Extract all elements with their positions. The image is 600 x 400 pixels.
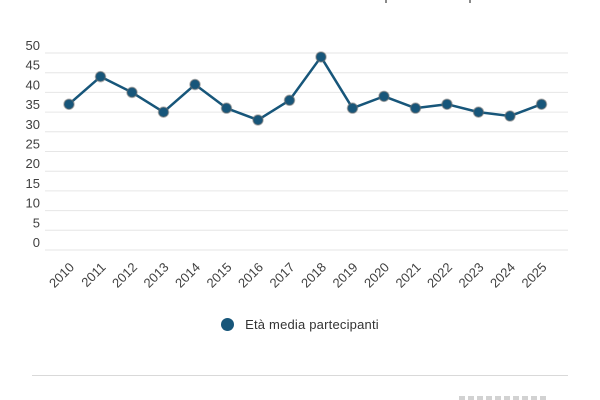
cropped-title-paren-left: [385, 0, 387, 3]
y-axis-label: 10: [26, 196, 40, 211]
x-axis-label: 2016: [235, 260, 266, 291]
y-axis-label: 50: [26, 38, 40, 53]
x-axis-label: 2011: [78, 260, 108, 290]
cropped-title-paren-right: [469, 0, 471, 3]
x-axis-label: 2019: [330, 260, 361, 291]
y-axis-label: 35: [26, 97, 40, 112]
x-axis-label: 2017: [267, 260, 298, 291]
x-axis-label: 2024: [487, 260, 518, 291]
data-point-2021[interactable]: [409, 102, 422, 114]
data-point-2012[interactable]: [126, 86, 138, 99]
data-point-2018[interactable]: [315, 51, 327, 63]
data-point-2023[interactable]: [472, 106, 485, 118]
y-axis-label: 0: [33, 235, 40, 250]
data-point-2014[interactable]: [189, 78, 201, 91]
data-point-2025[interactable]: [535, 98, 548, 110]
x-axis-label: 2020: [361, 260, 392, 291]
data-point-2010[interactable]: [63, 98, 75, 110]
y-axis-label: 20: [26, 156, 40, 171]
data-point-2020[interactable]: [378, 90, 390, 103]
chart-legend: Età media partecipanti: [0, 310, 600, 338]
data-point-2017[interactable]: [283, 94, 296, 107]
y-axis-label: 15: [26, 176, 40, 191]
data-point-2013[interactable]: [157, 106, 170, 118]
x-axis-label: 2023: [456, 260, 487, 291]
data-point-2022[interactable]: [441, 98, 453, 110]
x-axis-label: 2013: [141, 260, 172, 291]
x-axis-label: 2015: [204, 260, 235, 291]
x-axis-label: 2018: [298, 260, 329, 291]
x-axis-label: 2014: [172, 260, 203, 291]
x-axis-label: 2025: [519, 260, 550, 291]
legend-label: Età media partecipanti: [245, 316, 379, 332]
y-axis-label: 30: [26, 117, 40, 132]
y-axis-label: 45: [26, 58, 40, 73]
data-point-2016[interactable]: [252, 114, 264, 126]
x-axis-label: 2012: [109, 260, 140, 291]
x-axis-label: 2022: [424, 260, 455, 291]
x-axis-label: 2021: [393, 260, 424, 291]
data-point-2019[interactable]: [346, 102, 359, 114]
data-point-2024[interactable]: [504, 110, 516, 122]
x-axis-label: 2010: [46, 260, 77, 291]
section-divider: [32, 375, 568, 376]
data-point-2011[interactable]: [94, 70, 107, 83]
data-line: [68, 55, 542, 122]
y-axis-label: 40: [26, 77, 40, 92]
y-axis-label: 25: [26, 137, 40, 152]
cropped-footer-text: [459, 396, 547, 400]
legend-marker-icon: [221, 317, 235, 331]
y-axis-label: 5: [33, 215, 40, 230]
data-point-2015[interactable]: [220, 102, 233, 114]
